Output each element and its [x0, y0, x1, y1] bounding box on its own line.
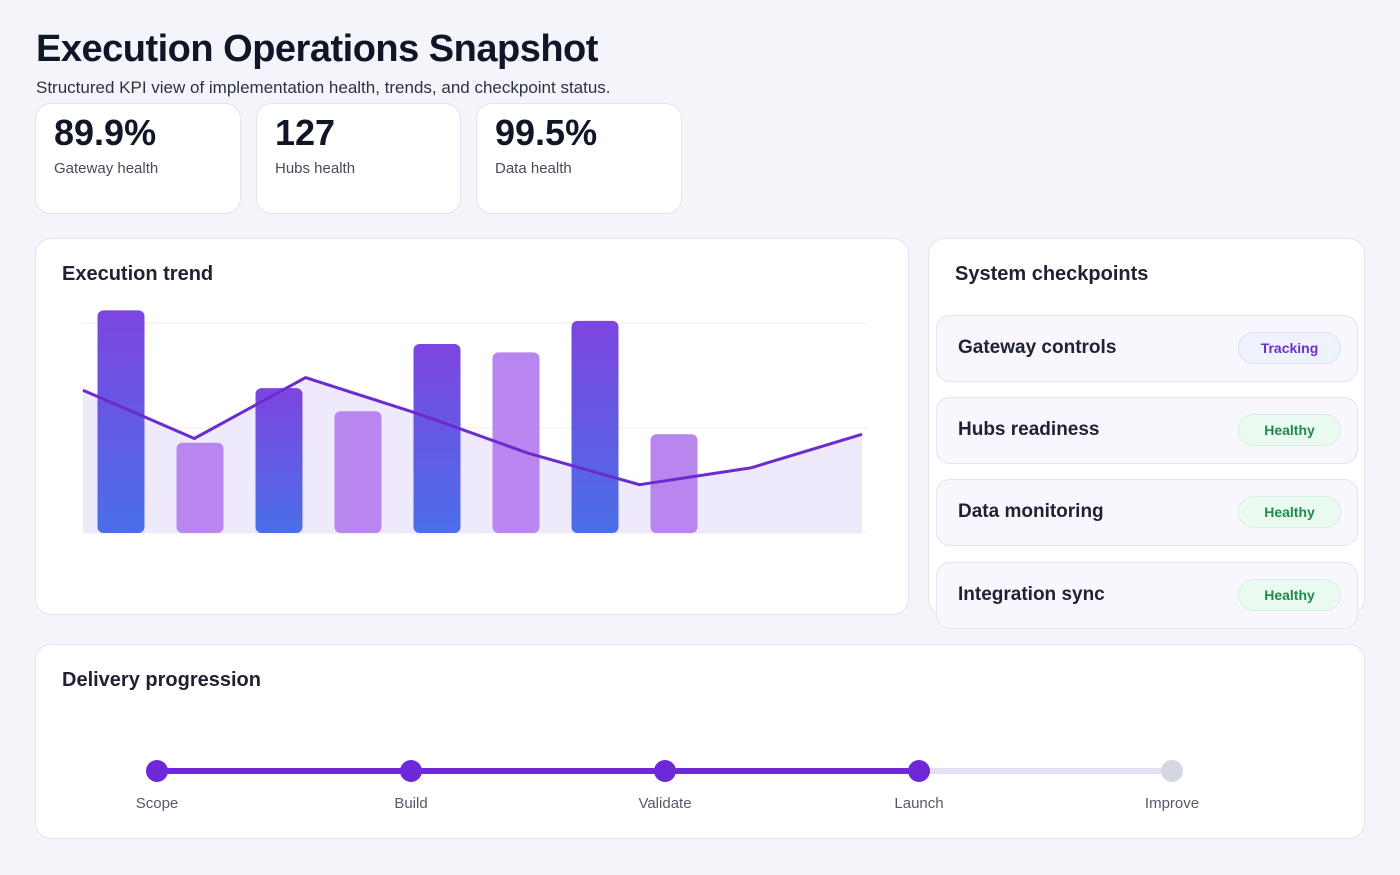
checkpoint-name: Integration sync — [958, 584, 1105, 605]
kpi-label: Data health — [495, 160, 572, 177]
step-label: Validate — [638, 795, 692, 812]
bar — [334, 411, 382, 533]
checkpoint-item[interactable]: Integration sync Healthy — [936, 562, 1358, 629]
step-dot — [400, 760, 422, 782]
step-dot — [1161, 760, 1183, 782]
card-title: Delivery progression — [62, 669, 261, 691]
step-label: Launch — [894, 795, 944, 812]
step-dot — [146, 760, 168, 782]
checkpoint-item[interactable]: Data monitoring Healthy — [936, 479, 1358, 546]
page-title: Execution Operations Snapshot — [36, 28, 598, 70]
delivery-progression-card: Delivery progression — [35, 644, 1365, 839]
bar — [650, 434, 698, 533]
bar — [97, 310, 145, 533]
checkpoint-name: Gateway controls — [958, 337, 1117, 358]
card-title: Execution trend — [62, 263, 214, 285]
card-title: System checkpoints — [955, 263, 1149, 285]
checkpoint-name: Data monitoring — [958, 501, 1104, 522]
checkpoint-name: Hubs readiness — [958, 419, 1100, 440]
trend-line — [82, 376, 863, 487]
bar — [413, 344, 461, 533]
bar — [492, 352, 540, 533]
kpi-label: Gateway health — [54, 160, 159, 177]
kpi-value: 99.5% — [495, 112, 598, 153]
status-badge: Tracking — [1238, 332, 1341, 364]
page-subtitle: Structured KPI view of implementation he… — [36, 78, 611, 97]
checkpoint-item[interactable]: Gateway controls Tracking — [936, 315, 1358, 382]
progress-fill — [157, 768, 919, 774]
bar — [176, 442, 224, 533]
kpi-label: Hubs health — [275, 160, 356, 177]
kpi-card-gateway: 89.9% Gateway health — [35, 103, 241, 214]
step-dot — [654, 760, 676, 782]
execution-trend-card: Execution trend — [35, 238, 909, 615]
status-badge: Healthy — [1238, 414, 1341, 446]
kpi-card-hubs: 127 Hubs health — [256, 103, 461, 214]
step-label: Build — [394, 795, 428, 812]
bar — [255, 388, 303, 533]
bar — [571, 320, 619, 533]
kpi-value: 89.9% — [54, 112, 157, 153]
step-dot — [908, 760, 930, 782]
step-label: Improve — [1144, 795, 1200, 812]
kpi-value: 127 — [275, 112, 336, 153]
status-badge: Healthy — [1238, 579, 1341, 611]
checkpoint-item[interactable]: Hubs readiness Healthy — [936, 397, 1358, 464]
step-label: Scope — [135, 795, 179, 812]
status-badge: Healthy — [1238, 496, 1341, 528]
kpi-card-data: 99.5% Data health — [476, 103, 682, 214]
